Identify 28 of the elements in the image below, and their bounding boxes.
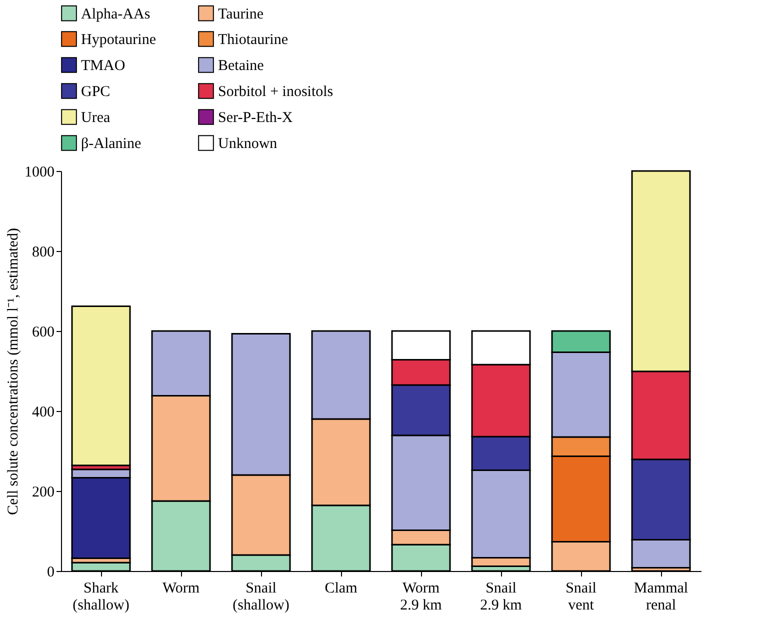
y-axis-title: Cell solute concentrations (mmol l⁻¹, estimated): [6, 228, 22, 515]
legend-label: Betaine: [218, 58, 264, 74]
legend-label: Sorbitol + inositols: [218, 84, 334, 100]
x-tick-label: Snail 2.9 km: [480, 580, 522, 614]
x-tick-label: Snail (shallow): [232, 580, 290, 614]
legend-label: Unknown: [218, 136, 278, 152]
legend-label: GPC: [81, 84, 110, 100]
legend-label: Urea: [81, 110, 110, 126]
y-tick-label: 1000: [24, 164, 54, 180]
legend-label: Alpha-AAs: [81, 6, 150, 22]
y-tick-label: 0: [47, 564, 54, 580]
x-tick-label: Shark (shallow): [72, 580, 130, 614]
legend-label: Hypotaurine: [81, 32, 156, 48]
legend-label: Thiotaurine: [218, 32, 288, 48]
legend-label: β-Alanine: [81, 136, 142, 152]
x-tick-label: Worm: [162, 580, 200, 596]
x-tick-label: Worm 2.9 km: [400, 580, 442, 614]
y-tick-label: 800: [32, 244, 54, 260]
y-tick-label: 400: [32, 404, 54, 420]
x-tick-label: Mammal renal: [634, 580, 688, 614]
x-tick-label: Snail vent: [566, 580, 596, 614]
x-tick-label: Clam: [324, 580, 358, 596]
y-tick-label: 200: [32, 484, 54, 500]
y-tick-label: 600: [32, 324, 54, 340]
legend-label: Ser-P-Eth-X: [218, 110, 293, 126]
legend-label: TMAO: [81, 58, 126, 74]
bar: [71, 305, 131, 466]
legend-label: Taurine: [218, 6, 264, 22]
